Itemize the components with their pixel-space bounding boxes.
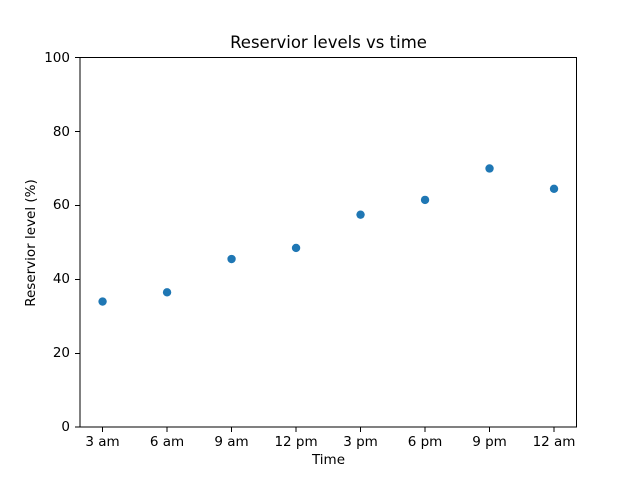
data-point (291, 243, 301, 253)
y-tick-label: 100 (44, 49, 70, 66)
x-tick-label: 3 pm (343, 434, 378, 450)
y-tick-label: 0 (61, 419, 70, 436)
x-tick-label: 3 am (85, 434, 120, 450)
x-tick-label: 9 pm (472, 434, 507, 450)
y-tick-label: 40 (52, 271, 70, 288)
data-point (549, 184, 559, 194)
y-axis-label: Reservior level (%) (23, 179, 39, 307)
x-tick-label: 12 am (532, 434, 576, 450)
x-tick-label: 6 am (149, 434, 185, 450)
data-point (227, 254, 236, 264)
x-axis-label: Time (311, 452, 346, 468)
data-point (420, 195, 430, 205)
y-tick-label: 20 (52, 345, 70, 362)
data-point (485, 164, 494, 173)
data-point (98, 297, 107, 306)
data-point (162, 288, 172, 297)
x-tick-label: 12 pm (274, 434, 318, 450)
data-point (356, 210, 365, 219)
x-tick-label: 6 pm (407, 434, 443, 450)
chart-title: Reservior levels vs time (230, 33, 427, 52)
y-tick-label: 80 (52, 123, 70, 140)
x-tick-label: 9 am (214, 434, 249, 450)
y-tick-label: 60 (52, 197, 70, 214)
plot-spines (79, 57, 578, 428)
